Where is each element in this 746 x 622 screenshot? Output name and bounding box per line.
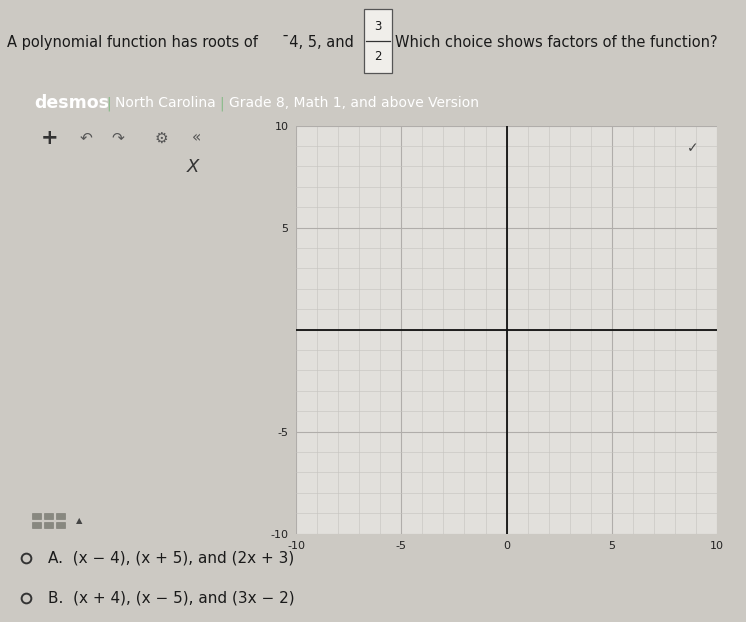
Text: ↷: ↷ (112, 131, 125, 146)
Text: Which choice shows factors of the function?: Which choice shows factors of the functi… (395, 35, 718, 50)
Text: 2: 2 (374, 50, 382, 63)
Text: B.  (x + 4), (x − 5), and (3x − 2): B. (x + 4), (x − 5), and (3x − 2) (48, 591, 295, 606)
Bar (44, 522, 53, 528)
Text: desmos: desmos (34, 95, 110, 112)
Text: Grade 8, Math 1, and above Version: Grade 8, Math 1, and above Version (229, 96, 479, 110)
Bar (32, 522, 41, 528)
Text: ¯4, 5, and: ¯4, 5, and (282, 35, 354, 50)
Text: «: « (192, 131, 201, 146)
Text: ▲: ▲ (76, 516, 83, 526)
Text: X: X (186, 158, 198, 175)
Text: ✓: ✓ (686, 141, 698, 156)
Text: ⚙: ⚙ (154, 131, 168, 146)
Bar (56, 522, 65, 528)
Text: +: + (41, 128, 58, 148)
Text: North Carolina: North Carolina (115, 96, 216, 110)
Text: |: | (219, 96, 224, 111)
Bar (44, 513, 53, 519)
Text: ↶: ↶ (80, 131, 93, 146)
FancyBboxPatch shape (364, 9, 392, 73)
Bar (32, 513, 41, 519)
Text: 3: 3 (374, 21, 382, 34)
Text: A.  (x − 4), (x + 5), and (2x + 3): A. (x − 4), (x + 5), and (2x + 3) (48, 551, 295, 566)
Text: A polynomial function has roots of: A polynomial function has roots of (7, 35, 258, 50)
Bar (56, 513, 65, 519)
Text: |: | (106, 96, 110, 111)
